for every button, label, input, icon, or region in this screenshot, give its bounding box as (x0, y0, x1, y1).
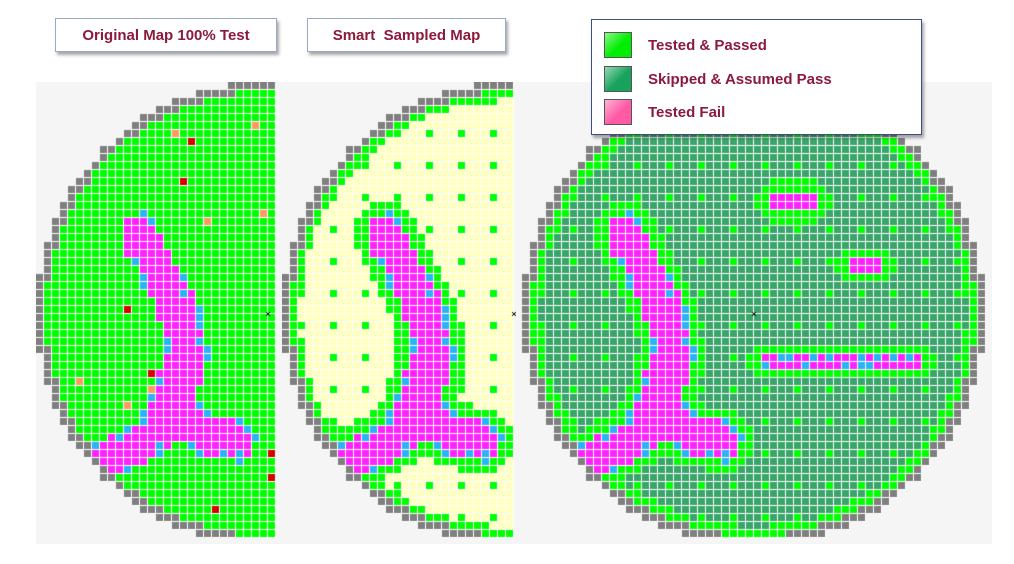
original-map-title: Original Map 100% Test (55, 18, 277, 52)
legend-item-tested-fail: Tested Fail (604, 99, 725, 125)
sampled-wafer-map (282, 82, 516, 544)
legend-label: Skipped & Assumed Pass (648, 70, 832, 88)
original-wafer-map (36, 82, 276, 544)
legend-swatch-skipped (604, 66, 632, 92)
legend-item-tested-passed: Tested & Passed (604, 32, 767, 58)
smart-wafer-map (516, 82, 992, 544)
legend-label: Tested & Passed (648, 36, 767, 54)
legend-swatch-pass (604, 32, 632, 58)
sampled-map-title: Smart Sampled Map (307, 18, 506, 52)
legend: Tested & Passed Skipped & Assumed Pass T… (591, 19, 922, 135)
legend-swatch-fail (604, 99, 632, 125)
legend-label: Tested Fail (648, 103, 726, 121)
legend-item-skipped: Skipped & Assumed Pass (604, 66, 832, 92)
